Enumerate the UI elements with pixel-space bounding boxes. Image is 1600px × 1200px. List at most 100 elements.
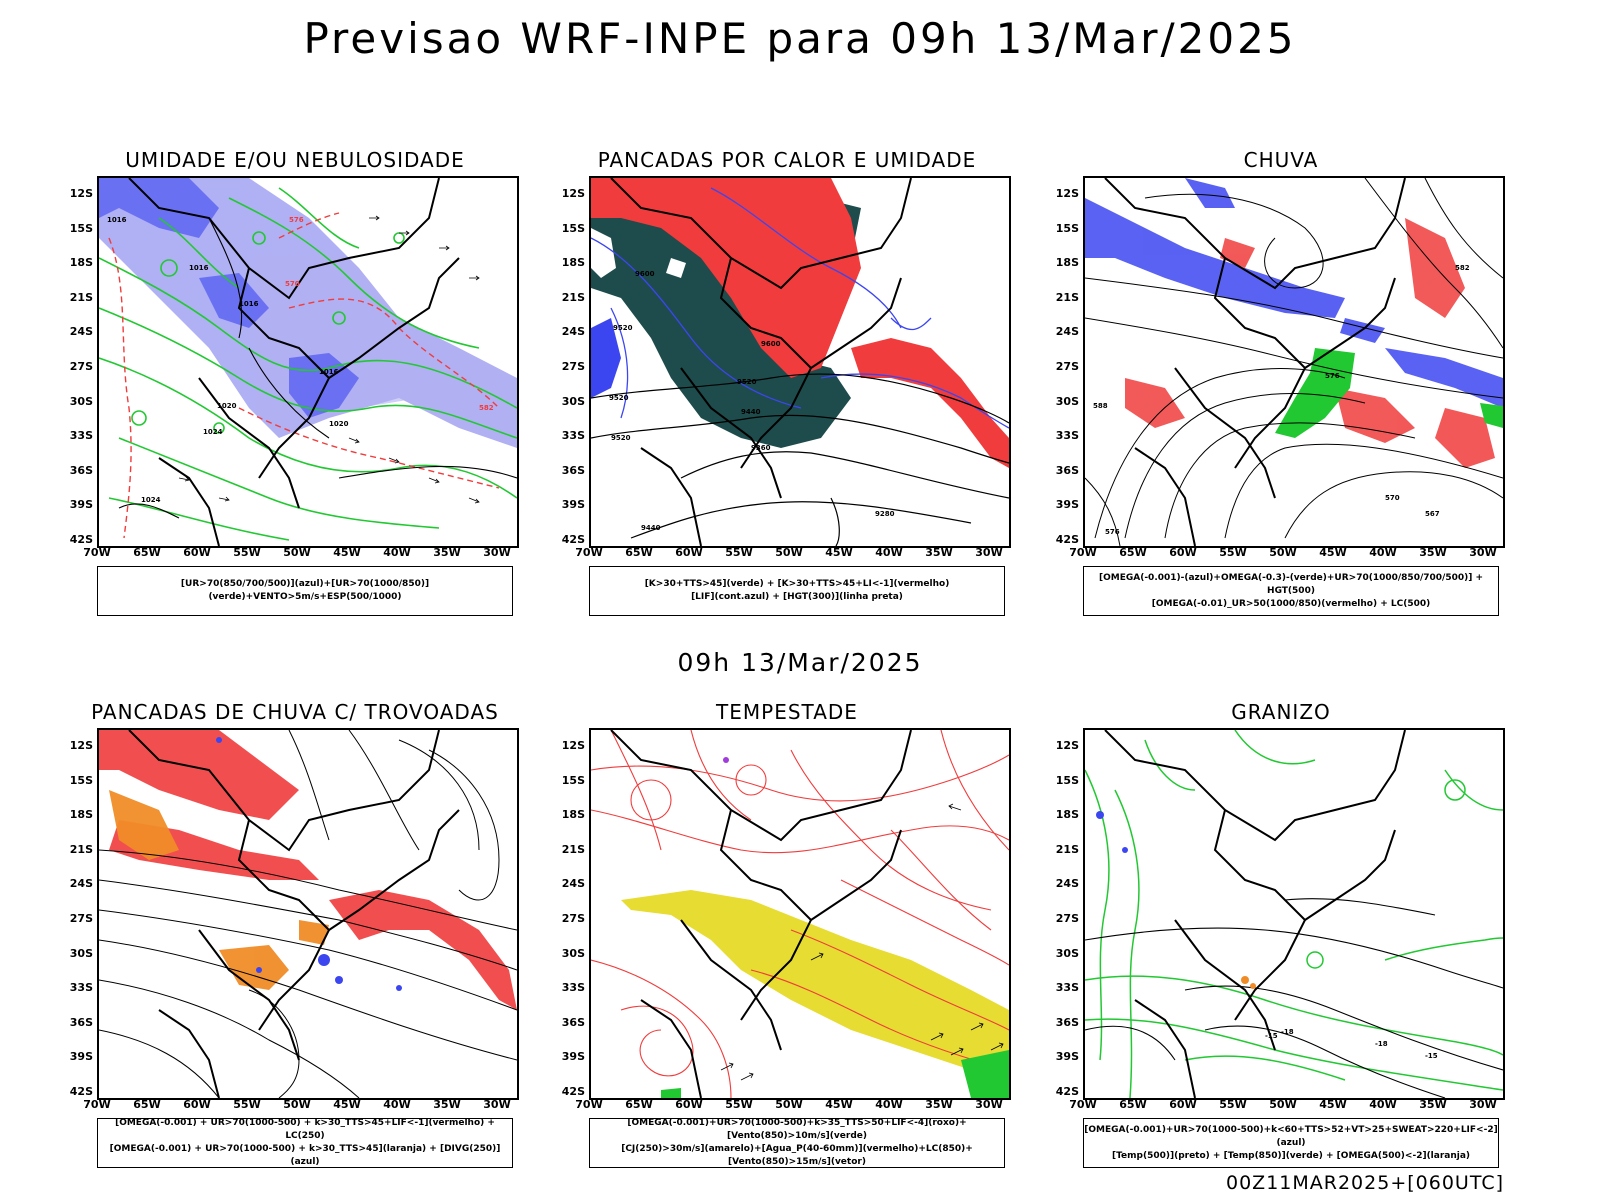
lon-tick-label: 65W <box>133 1098 161 1111</box>
green-wind-field <box>661 1050 1009 1098</box>
lat-tick-label: 39S <box>69 498 93 512</box>
lon-tick-label: 30W <box>1469 546 1497 559</box>
lat-tick-label: 24S <box>69 877 93 891</box>
lat-tick-label: 42S <box>69 1085 93 1098</box>
lat-tick-label: 21S <box>561 290 585 304</box>
lat-tick-label: 18S <box>1055 256 1079 270</box>
lat-tick-label: 21S <box>1055 290 1079 304</box>
legend-box: [UR>70(850/700/500)](azul)+[UR>70(1000/8… <box>97 566 513 616</box>
lat-tick-label: 27S <box>1055 912 1079 925</box>
lat-tick-label: 27S <box>561 360 585 373</box>
map-area: -15 -18 -18 -15 <box>1083 728 1505 1100</box>
lat-tick-label: 15S <box>1055 221 1079 235</box>
lat-tick-label: 42S <box>1055 1085 1079 1098</box>
isobar-label: 1016 <box>239 300 259 308</box>
contour-label: 582 <box>1455 264 1470 272</box>
lat-tick-label: 27S <box>1055 360 1079 373</box>
orange-omega-field <box>1241 976 1256 989</box>
isobar-label: 1020 <box>217 402 237 410</box>
lon-tick-label: 35W <box>433 1098 461 1111</box>
wind-vectors <box>178 215 480 504</box>
map-area: 1016 1016 1016 1016 1020 1024 1024 1020 … <box>97 176 519 548</box>
hgt-label: 9520 <box>609 394 629 402</box>
lat-tick-label: 18S <box>69 256 93 270</box>
lat-tick-label: 36S <box>561 1015 585 1029</box>
lon-tick-label: 55W <box>725 546 753 559</box>
lat-tick-label: 18S <box>561 808 585 822</box>
white-patches <box>591 228 686 278</box>
lat-tick-label: 39S <box>561 498 585 512</box>
hgt-label: 9360 <box>751 444 771 452</box>
lon-tick-label: 35W <box>1419 546 1447 559</box>
panel-granizo: GRANIZO 12S 15S 18S 21S 24S 27S 30S 33S 36S 39S 42… <box>1051 700 1511 1180</box>
contour-label: 570 <box>1385 494 1400 502</box>
isobar-label: 1024 <box>141 496 161 504</box>
lon-tick-label: 45W <box>825 1098 853 1111</box>
lon-tick-label: 70W <box>1069 1098 1097 1111</box>
purple-tempest-marks <box>723 757 729 763</box>
isobar-labels: 1016 1016 1016 1016 1020 1024 1024 1020 … <box>107 216 494 504</box>
lat-tick-label: 12S <box>561 739 585 752</box>
lat-tick-label: 39S <box>1055 498 1079 512</box>
isobar-label: 582 <box>479 404 494 412</box>
wind-vectors <box>720 803 1004 1081</box>
lat-tick-label: 18S <box>561 256 585 270</box>
lat-tick-label: 36S <box>1055 1015 1079 1029</box>
lat-tick-label: 15S <box>69 773 93 787</box>
legend-box: [OMEGA(-0.001) + UR>70(1000-500) + k>30_… <box>97 1118 513 1168</box>
lat-tick-label: 36S <box>1055 463 1079 477</box>
legend-box: [OMEGA(-0.001)+UR>70(1000-500)+k>35_TTS>… <box>589 1118 1005 1168</box>
state-borders <box>128 178 460 546</box>
lat-tick-label: 12S <box>69 187 93 200</box>
lat-tick-label: 12S <box>1055 739 1079 752</box>
hgt-label: 9280 <box>875 510 895 518</box>
temp-label: -15 <box>1425 1052 1438 1060</box>
lon-tick-label: 40W <box>875 546 903 559</box>
lon-tick-label: 60W <box>675 1098 703 1111</box>
legend-line: [OMEGA(-0.001) + UR>70(1000-500) + k>30_… <box>115 1118 495 1141</box>
lon-tick-label: 50W <box>283 546 311 559</box>
red-omega-field <box>1125 218 1495 468</box>
lat-tick-label: 33S <box>1055 429 1079 443</box>
lat-tick-label: 21S <box>1055 842 1079 856</box>
lon-tick-label: 35W <box>433 546 461 559</box>
map-area <box>97 728 519 1100</box>
legend-line: [OMEGA(-0.001)-(azul)+OMEGA(-0.3)-(verde… <box>1098 572 1484 596</box>
lat-tick-label: 21S <box>69 842 93 856</box>
legend-line: [Temp(500)](preto) + [Temp(850)](verde) … <box>1111 1150 1471 1161</box>
isobar-label: 1024 <box>203 428 223 436</box>
lon-tick-label: 70W <box>575 546 603 559</box>
map-area <box>589 728 1011 1100</box>
panel-title: CHUVA <box>1243 148 1319 172</box>
lat-tick-label: 33S <box>561 429 585 443</box>
hgt300-contours <box>591 373 1009 546</box>
isobar-label: 1016 <box>189 264 209 272</box>
orange-storm-field <box>109 790 329 990</box>
forecast-time-label: 09h 13/Mar/2025 <box>677 648 923 677</box>
lon-tick-label: 70W <box>575 1098 603 1111</box>
humidity-lavender-field <box>99 178 517 448</box>
lat-tick-label: 30S <box>561 394 585 408</box>
hgt-label: 9440 <box>641 524 661 532</box>
panel-title: GRANIZO <box>1231 700 1331 724</box>
map-area: 582 576 570 567 576 588 <box>1083 176 1505 548</box>
state-borders <box>1104 730 1406 1098</box>
lat-tick-label: 39S <box>69 1050 93 1064</box>
lon-tick-label: 60W <box>183 546 211 559</box>
lat-tick-label: 36S <box>69 463 93 477</box>
temp-labels: -15 -18 -18 -15 <box>1265 1028 1438 1060</box>
black-temp500-contours <box>1085 898 1503 1098</box>
streamlines <box>99 730 517 1098</box>
state-borders <box>610 178 912 546</box>
red-storm-field <box>99 730 517 1010</box>
lat-tick-label: 42S <box>69 533 93 546</box>
lon-tick-label: 45W <box>1319 546 1347 559</box>
lat-tick-label: 24S <box>561 877 585 891</box>
lon-tick-label: 50W <box>1269 1098 1297 1111</box>
contour-label: 588 <box>1093 402 1108 410</box>
run-timestamp: 00Z11MAR2025+[060UTC] <box>1226 1172 1504 1194</box>
panel-title: TEMPESTADE <box>716 700 858 724</box>
green-temp850-contours <box>1085 730 1503 1098</box>
lon-tick-label: 30W <box>975 546 1003 559</box>
hgt-label: 9440 <box>741 408 761 416</box>
